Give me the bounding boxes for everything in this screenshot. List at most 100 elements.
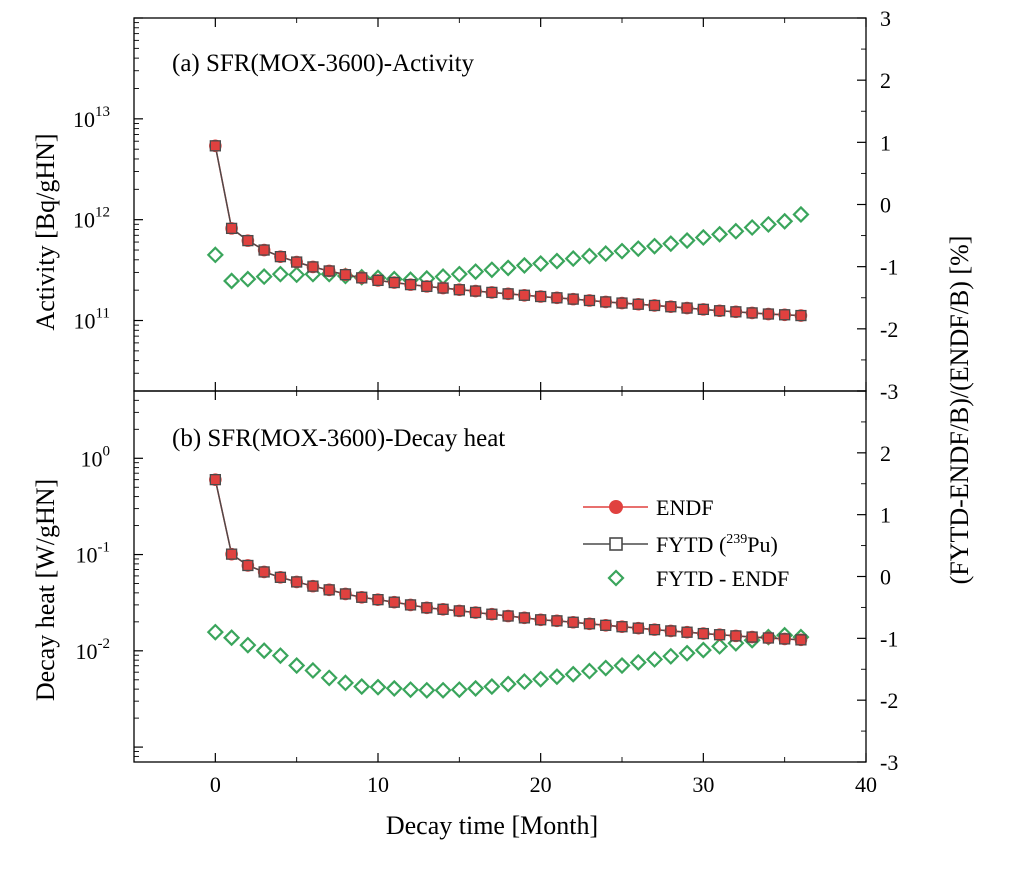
diff-point xyxy=(743,218,761,237)
fytd-point xyxy=(388,276,400,289)
y2-tick-label: 2 xyxy=(880,441,891,466)
diff-point xyxy=(645,237,664,255)
legend-fytd-label-start: FYTD ( xyxy=(656,532,726,557)
y-tick-exponent: -2 xyxy=(98,636,111,652)
diff-point xyxy=(532,670,550,688)
fytd-point xyxy=(583,618,596,630)
legend: ENDF FYTD (239Pu) FYTD - ENDF xyxy=(583,495,789,591)
diff-point xyxy=(271,647,289,665)
fytd-point xyxy=(697,627,709,640)
y-tick-label: 10-2 xyxy=(76,636,111,664)
diff-point xyxy=(515,256,533,274)
fytd-point xyxy=(632,622,644,634)
endf-point xyxy=(469,284,482,298)
endf-point xyxy=(680,301,694,315)
panel-a-y2-ticks: -3 -2 -1 0 1 2 3 xyxy=(857,6,898,404)
diff-point xyxy=(239,636,257,654)
legend-diff-label: FYTD - ENDF xyxy=(656,566,789,591)
endf-point xyxy=(485,607,499,621)
endf-point xyxy=(762,631,775,645)
diff-point xyxy=(645,650,664,668)
diff-point xyxy=(223,272,241,290)
fytd-point xyxy=(648,623,661,636)
endf-point xyxy=(387,276,401,289)
endf-point xyxy=(485,286,499,299)
diff-point xyxy=(597,245,615,263)
endf-point xyxy=(583,294,596,307)
endf-point xyxy=(453,283,466,297)
diff-point xyxy=(288,266,306,284)
endf-point xyxy=(729,305,743,319)
fytd-point xyxy=(323,584,335,596)
fytd-point xyxy=(697,303,709,316)
endf-point xyxy=(648,623,661,636)
diff-point xyxy=(450,265,468,283)
diff-point xyxy=(206,623,224,641)
panel-b-y2-ticks: -3 -2 -1 0 1 2 xyxy=(857,390,898,775)
endf-point xyxy=(664,300,678,314)
fytd-point xyxy=(258,566,270,578)
endf-point xyxy=(518,611,531,625)
fytd-point xyxy=(616,621,628,633)
fytd-point xyxy=(762,308,775,320)
diff-point xyxy=(580,662,599,680)
endf-point xyxy=(404,598,417,612)
fytd-point xyxy=(632,298,644,310)
x-tick-label: 20 xyxy=(530,772,552,797)
diff-point xyxy=(678,232,696,250)
endf-point xyxy=(257,565,271,579)
legend-fytd-label-sup: 239 xyxy=(726,532,747,547)
legend-entry-diff: FYTD - ENDF xyxy=(607,566,789,591)
endf-point xyxy=(631,297,645,311)
endf-point xyxy=(436,281,450,295)
fytd-point xyxy=(795,309,807,322)
diff-point xyxy=(711,637,729,655)
endf-point xyxy=(680,625,694,639)
diff-point xyxy=(353,678,371,696)
fytd-point xyxy=(762,632,775,644)
endf-point xyxy=(339,587,352,601)
y-tick-label: 10-1 xyxy=(76,540,111,568)
endf-point xyxy=(501,287,515,301)
fytd-point xyxy=(551,615,563,627)
fytd-point xyxy=(372,594,384,606)
y2-tick-label: -3 xyxy=(880,750,898,775)
endf-point xyxy=(322,264,336,278)
fytd-point xyxy=(469,285,482,297)
fytd-point xyxy=(274,571,287,583)
x-tick-label: 10 xyxy=(367,772,389,797)
legend-fytd-marker xyxy=(609,537,623,551)
diff-point xyxy=(255,642,273,660)
fytd-point xyxy=(616,297,628,309)
y2-tick-label: -1 xyxy=(880,626,898,651)
endf-point xyxy=(274,250,287,263)
fytd-point xyxy=(502,610,514,622)
fytd-point xyxy=(665,625,677,637)
endf-point xyxy=(209,139,222,153)
diff-point xyxy=(434,681,452,699)
endf-point xyxy=(225,547,238,561)
endf-point xyxy=(745,630,759,644)
endf-point xyxy=(274,571,287,584)
fytd-point xyxy=(713,629,726,641)
fytd-point xyxy=(404,599,417,611)
fytd-point xyxy=(730,630,742,642)
y-tick-base: 10 xyxy=(73,208,95,233)
fytd-point xyxy=(323,265,335,277)
fytd-point xyxy=(242,559,254,572)
diff-point xyxy=(515,673,533,691)
endf-point xyxy=(322,583,336,597)
endf-point xyxy=(371,274,385,287)
fytd-point xyxy=(551,292,563,304)
endf-point xyxy=(501,609,515,623)
endf-point xyxy=(615,296,629,310)
panel-b-y-axis-title: Decay heat [W/gHN] xyxy=(31,479,60,701)
endf-point xyxy=(648,299,661,312)
endf-point xyxy=(615,620,629,634)
endf-point xyxy=(371,593,385,606)
fytd-point xyxy=(681,626,693,638)
panel-b-series xyxy=(206,473,810,699)
fytd-point xyxy=(730,306,742,318)
